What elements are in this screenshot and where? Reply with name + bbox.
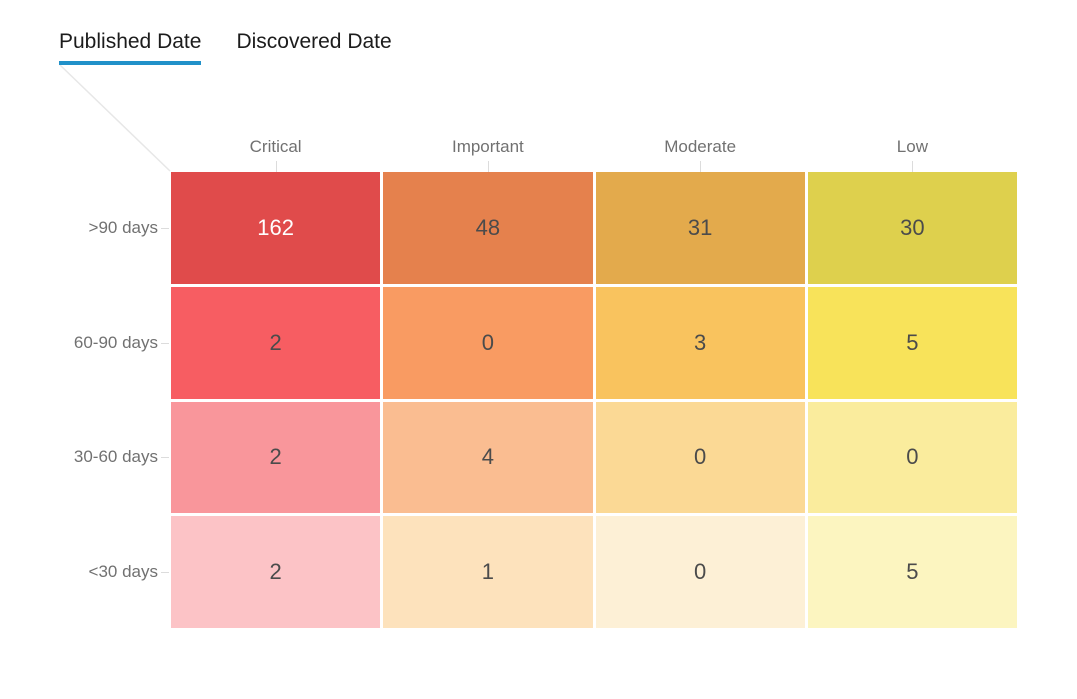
row-labels: >90 days 60-90 days 30-60 days <30 days [0,172,169,628]
heatmap-cell[interactable]: 0 [383,286,593,399]
tab-bar: Published Date Discovered Date [59,29,392,65]
column-axis-tick [275,161,277,172]
heatmap-cell[interactable]: 162 [171,172,381,284]
heatmap-grid: 162 48 31 30 2 0 3 5 2 4 0 0 2 1 0 5 [171,172,1017,628]
column-header: Important [383,136,592,172]
heatmap-cell[interactable]: 48 [383,172,593,284]
row-axis-tick [161,342,169,344]
column-headers: Critical Important Moderate Low [171,136,1017,172]
row-axis-tick [161,227,169,229]
heatmap-cell[interactable]: 5 [807,516,1017,628]
heatmap-cell[interactable]: 2 [171,286,381,399]
row-axis-tick [161,572,169,574]
row-label: 30-60 days [0,402,169,514]
connector-line-segment [59,64,171,172]
column-header: Critical [171,136,380,172]
heatmap-cell[interactable]: 1 [383,516,593,628]
heatmap-cell[interactable]: 0 [595,516,805,628]
column-header: Moderate [596,136,805,172]
heatmap-cell[interactable]: 0 [595,401,805,514]
heatmap-cell[interactable]: 3 [595,286,805,399]
column-axis-tick [700,161,702,172]
heatmap-cell[interactable]: 4 [383,401,593,514]
heatmap-cell[interactable]: 30 [807,172,1017,284]
row-label: >90 days [0,172,169,284]
column-header: Low [808,136,1017,172]
tab-discovered-date[interactable]: Discovered Date [236,30,392,53]
row-label: 60-90 days [0,287,169,399]
column-axis-tick [912,161,914,172]
row-label: <30 days [0,516,169,628]
row-axis-tick [161,457,169,459]
heatmap-cell[interactable]: 5 [807,286,1017,399]
tab-published-date[interactable]: Published Date [59,29,202,65]
heatmap-cell[interactable]: 31 [595,172,805,284]
heatmap-cell[interactable]: 0 [807,401,1017,514]
heatmap-cell[interactable]: 2 [171,516,381,628]
column-axis-tick [487,161,489,172]
heatmap-cell[interactable]: 2 [171,401,381,514]
